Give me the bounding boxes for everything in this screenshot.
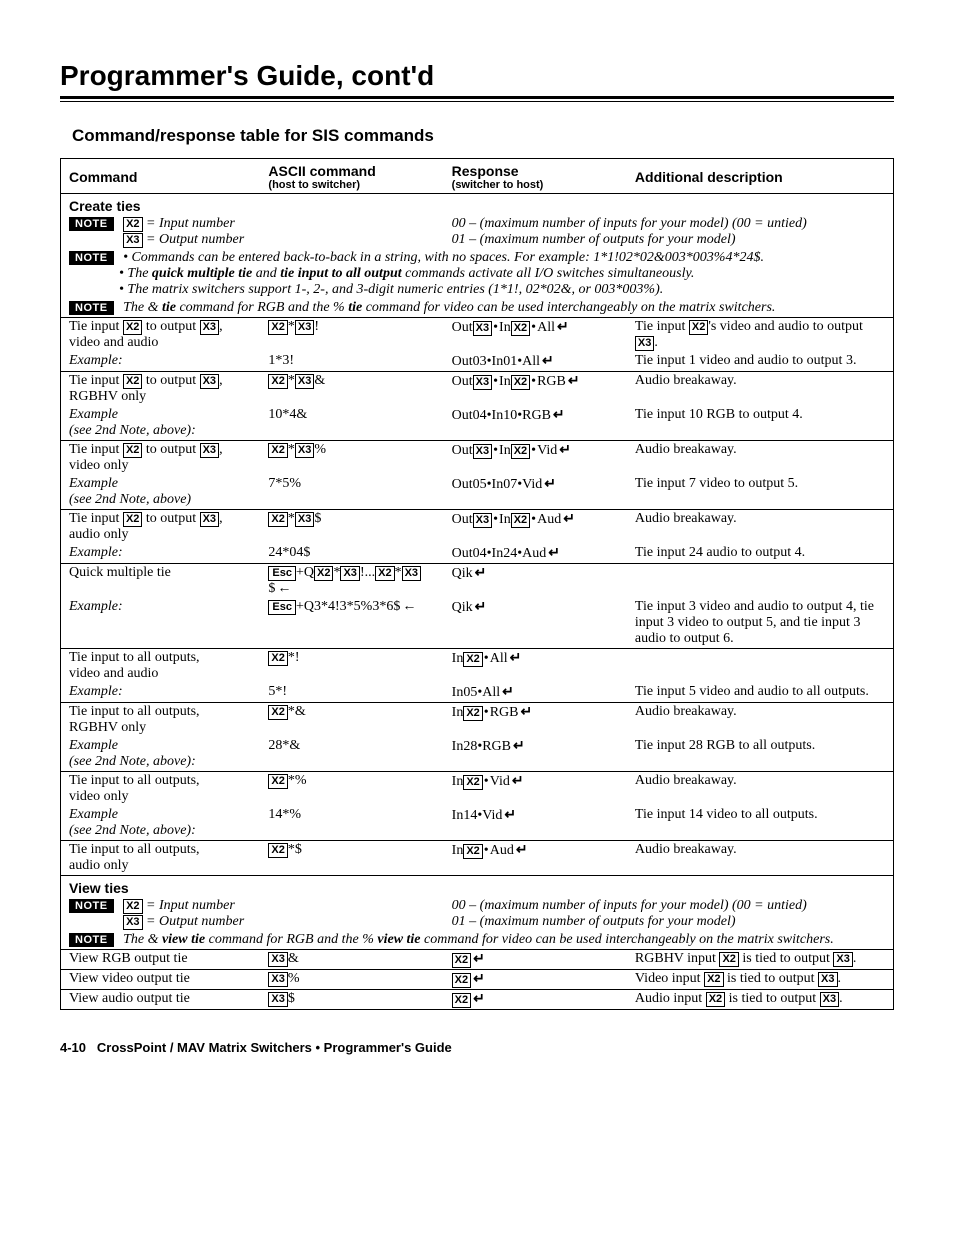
note-legend: NOTE X2 = Input number NOTE X3 = Output … <box>61 897 444 931</box>
table-row: Tie input to all outputs,video only X2*%… <box>61 772 894 807</box>
rule <box>60 96 894 99</box>
table-row: Tie input X2 to output X3,audio only X2*… <box>61 510 894 545</box>
table-row: Example(see 2nd Note, above): 10*4& Out0… <box>61 406 894 440</box>
note-bullets: NOTE • Commands can be entered back-to-b… <box>61 249 894 299</box>
note-range: 00 – (maximum number of inputs for your … <box>444 897 894 931</box>
table-row: Example(see 2nd Note, above): 28*& In28•… <box>61 737 894 771</box>
create-ties-heading: Create ties <box>61 194 894 216</box>
table-row: Tie input to all outputs,RGBHV only X2*&… <box>61 703 894 738</box>
col-response: Response(switcher to host) <box>444 159 627 194</box>
table-row: Example(see 2nd Note, above) 7*5% Out05•… <box>61 475 894 509</box>
col-command: Command <box>61 159 261 194</box>
command-table: Command ASCII command(host to switcher) … <box>60 158 894 1010</box>
table-row: Example: Esc+Q3*4!3*5%3*6$ Qik Tie input… <box>61 598 894 648</box>
table-row: Tie input to all outputs,audio only X2*$… <box>61 841 894 876</box>
table-row: Example: 5*! In05•All Tie input 5 video … <box>61 683 894 702</box>
note-tie-interchange: NOTE The & tie command for RGB and the %… <box>61 299 894 317</box>
note-legend: NOTE X2 = Input number NOTE X3 = Output … <box>61 215 444 249</box>
table-row: Example: 24*04$ Out04•In24•Aud Tie input… <box>61 544 894 563</box>
table-row: View video output tie X3% X2 Video input… <box>61 970 894 990</box>
table-row: Example: 1*3! Out03•In01•All Tie input 1… <box>61 352 894 371</box>
table-row: Tie input X2 to output X3,video and audi… <box>61 318 894 353</box>
table-row: View RGB output tie X3& X2 RGBHV input X… <box>61 950 894 970</box>
table-row: Quick multiple tie Esc+QX2*X3!...X2*X3$ … <box>61 564 894 599</box>
col-desc: Additional description <box>627 159 894 194</box>
footer: 4-10 CrossPoint / MAV Matrix Switchers •… <box>60 1040 894 1055</box>
rule <box>60 101 894 102</box>
col-ascii: ASCII command(host to switcher) <box>260 159 443 194</box>
view-ties-heading: View ties <box>61 876 894 898</box>
table-row: Tie input X2 to output X3,video only X2*… <box>61 441 894 476</box>
table-row: Example(see 2nd Note, above): 14*% In14•… <box>61 806 894 840</box>
table-row: Tie input to all outputs,video and audio… <box>61 649 894 684</box>
note-view-interchange: NOTE The & view tie command for RGB and … <box>61 931 894 949</box>
note-range: 00 – (maximum number of inputs for your … <box>444 215 894 249</box>
page-title: Programmer's Guide, cont'd <box>60 60 894 92</box>
table-row: Tie input X2 to output X3,RGBHV only X2*… <box>61 372 894 407</box>
table-row: View audio output tie X3$ X2 Audio input… <box>61 990 894 1010</box>
section-heading: Command/response table for SIS commands <box>72 126 894 146</box>
